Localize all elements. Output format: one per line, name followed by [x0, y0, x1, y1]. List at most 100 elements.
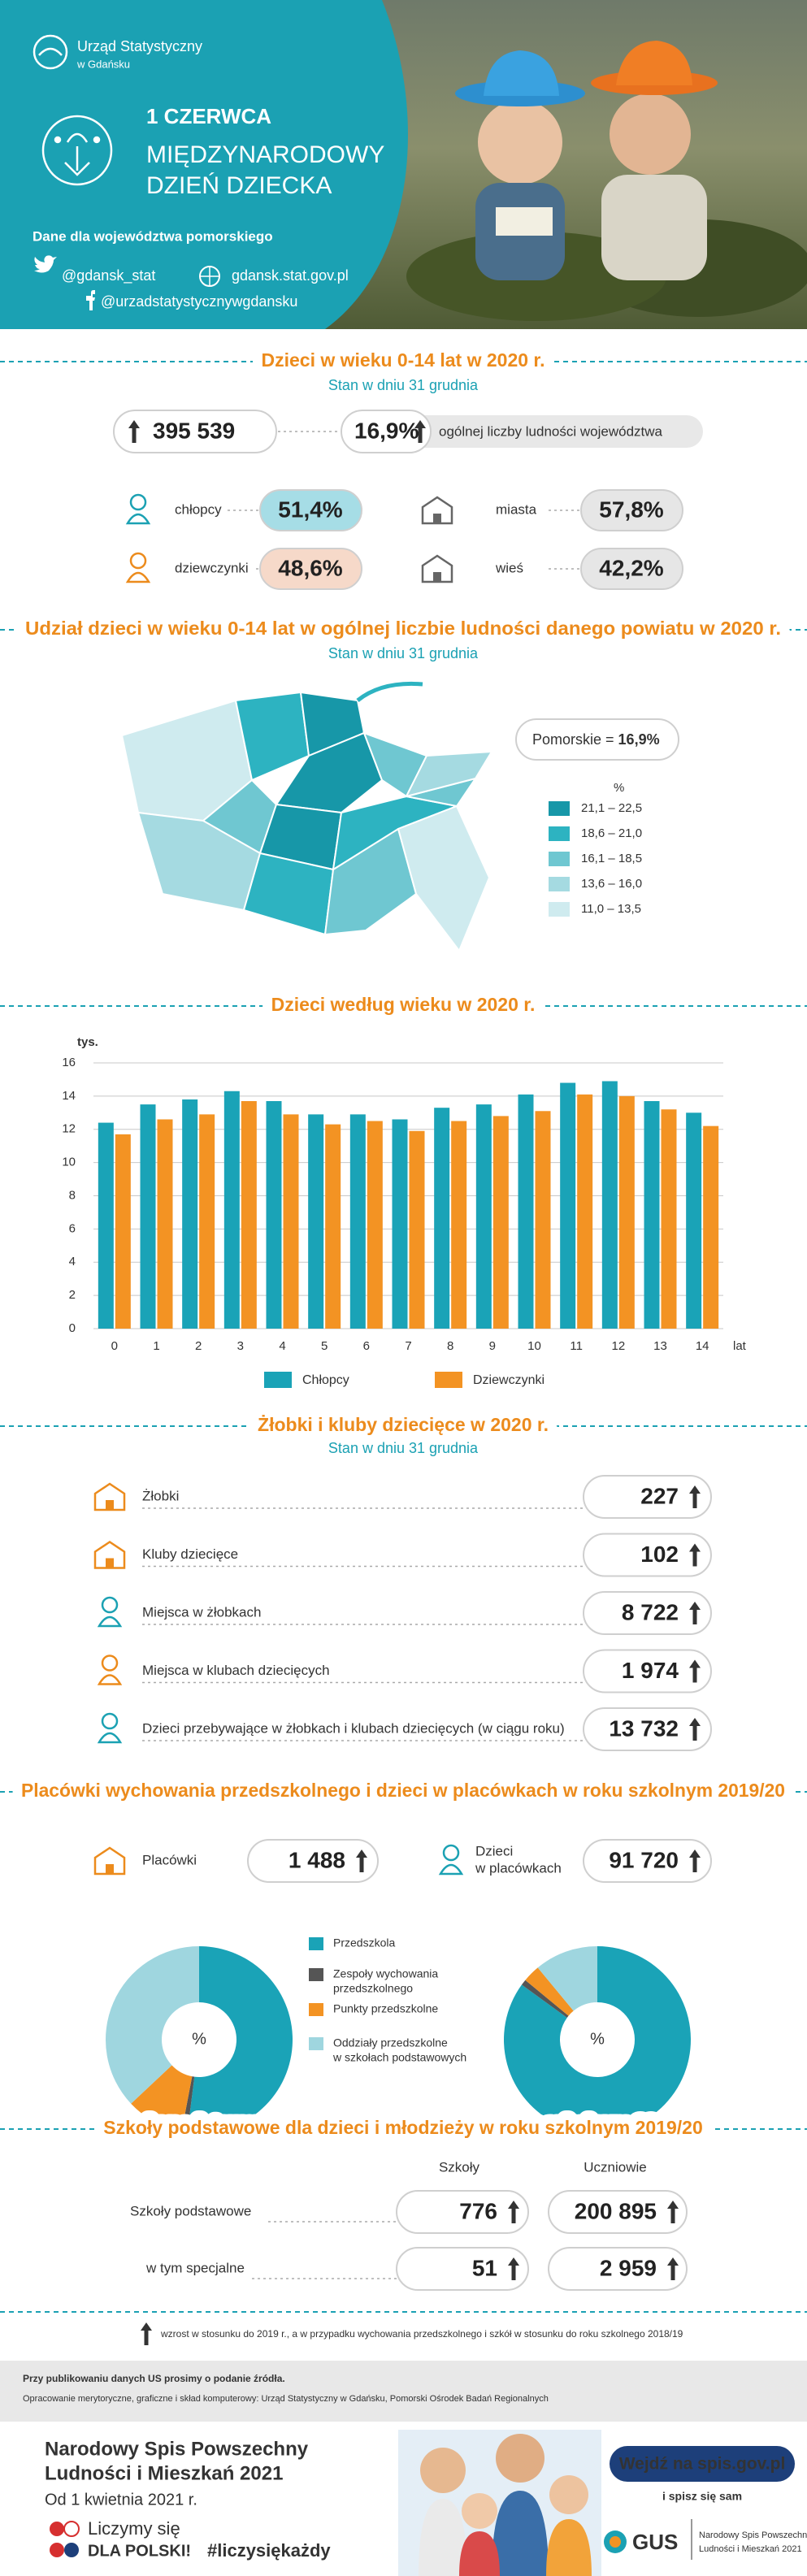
pie-center-label: %	[192, 2030, 206, 2048]
bar	[223, 1091, 240, 1329]
section-subtitle: Stan w dniu 31 grudnia	[328, 1440, 479, 1456]
map	[120, 681, 493, 952]
legend-swatch	[549, 902, 570, 917]
icon	[433, 572, 441, 582]
row-label: w tym specjalne	[145, 2260, 245, 2275]
section-subtitle: Stan w dniu 31 grudnia	[328, 377, 479, 393]
region-total: Pomorskie = 16,9%	[532, 731, 660, 748]
facebook-handle: @urzadstatystycznywgdansku	[101, 293, 297, 310]
bar	[601, 1081, 618, 1329]
social-icons	[34, 255, 220, 310]
date: 1 CZERWCA	[146, 104, 271, 128]
legend-label: 18,6 – 21,0	[581, 826, 642, 840]
bar	[367, 1121, 383, 1329]
value-box	[583, 1591, 712, 1635]
x-tick-label: 5	[321, 1339, 328, 1353]
value-box	[396, 2190, 529, 2234]
increase-arrow	[508, 2201, 519, 2223]
value-box	[113, 410, 277, 453]
value-box	[583, 1707, 712, 1751]
column-header: Uczniowie	[584, 2159, 646, 2175]
row-value: 776	[459, 2198, 497, 2223]
note-pill	[406, 415, 703, 448]
cta-button	[610, 2446, 795, 2482]
increase-arrow	[128, 420, 140, 443]
bar	[392, 1119, 408, 1329]
increase-arrow	[508, 2257, 519, 2280]
x-tick-label: 3	[237, 1339, 244, 1353]
credits-band	[0, 2361, 807, 2422]
bar	[140, 1104, 156, 1329]
increase-arrow	[414, 420, 426, 443]
bar	[325, 1124, 341, 1329]
row-value: 42,2%	[599, 555, 663, 580]
cta-label: Wejdź na spis.gov.pl	[619, 2455, 786, 2474]
bar	[308, 1114, 324, 1329]
row-value: 200 895	[575, 2198, 657, 2223]
bar	[266, 1101, 282, 1329]
icon	[129, 493, 147, 511]
legend-label: w szkołach podstawowych	[332, 2051, 466, 2064]
icon	[93, 1540, 126, 1569]
increase-arrow	[356, 1850, 367, 1872]
bar	[349, 1114, 366, 1329]
row-value: 51,4%	[278, 497, 342, 522]
hashtag: #liczysiękażdy	[207, 2540, 331, 2561]
header-icons	[33, 34, 113, 186]
value-box	[548, 2247, 688, 2291]
x-tick-label: 0	[111, 1339, 118, 1353]
row-value: 57,8%	[599, 497, 663, 522]
value-box	[583, 1475, 712, 1519]
legend-swatch	[309, 1937, 323, 1950]
increase-arrow	[689, 1718, 701, 1741]
gus-name: Narodowy Spis Powszechny	[699, 2530, 807, 2540]
value-box	[583, 1533, 712, 1577]
row-label: Szkoły podstawowe	[130, 2203, 251, 2218]
icon	[97, 1674, 123, 1685]
org-city: w Gdańsku	[76, 58, 130, 70]
y-tick-label: 4	[69, 1255, 76, 1268]
bar	[98, 1122, 114, 1329]
legend-label: Chłopcy	[302, 1373, 349, 1387]
value-box	[548, 2190, 688, 2234]
section-title: Udział dzieci w wieku 0-14 lat w ogólnej…	[25, 618, 781, 639]
bar	[703, 1125, 719, 1329]
title: MIĘDZYNARODOWY	[146, 141, 384, 168]
bar	[518, 1094, 534, 1329]
map-region	[275, 731, 384, 814]
icon	[101, 1712, 119, 1730]
value-box	[259, 489, 362, 531]
row-value: 227	[640, 1483, 679, 1508]
row-label: Kluby dziecięce	[142, 1546, 238, 1562]
icon	[101, 1596, 119, 1614]
row-label: w placówkach	[475, 1860, 562, 1876]
row-value: 8 722	[622, 1599, 679, 1624]
value-box	[583, 1839, 712, 1883]
bar	[475, 1104, 492, 1329]
legend-swatch	[309, 2003, 323, 2016]
row-label: dziewczynki	[175, 560, 249, 575]
row-value: 51	[472, 2255, 497, 2280]
legend-swatch	[549, 801, 570, 816]
value-box	[341, 410, 432, 453]
footnote: wzrost w stosunku do 2019 r., a w przypa…	[160, 2328, 683, 2340]
icon	[438, 1863, 464, 1876]
credits: Opracowanie merytoryczne, graficzne i sk…	[23, 2394, 549, 2404]
value-box	[580, 489, 683, 531]
pie-slice	[181, 2076, 195, 2133]
map-region	[405, 750, 493, 798]
y-tick-label: 2	[69, 1288, 76, 1302]
row-label: wieś	[495, 560, 523, 575]
row-value: 91 720	[609, 1847, 679, 1872]
increase-arrow	[667, 2257, 679, 2280]
value-box	[396, 2247, 529, 2291]
icon	[125, 513, 151, 525]
slogan: Liczymy się	[88, 2518, 180, 2539]
org-name: Urząd Statystyczny	[77, 38, 202, 54]
x-tick-label: 6	[363, 1339, 370, 1353]
value-box	[247, 1839, 379, 1883]
row-value: 102	[640, 1542, 679, 1567]
x-tick-label: 12	[611, 1339, 625, 1353]
bar	[241, 1101, 257, 1329]
pie-center-label: %	[590, 2030, 605, 2048]
